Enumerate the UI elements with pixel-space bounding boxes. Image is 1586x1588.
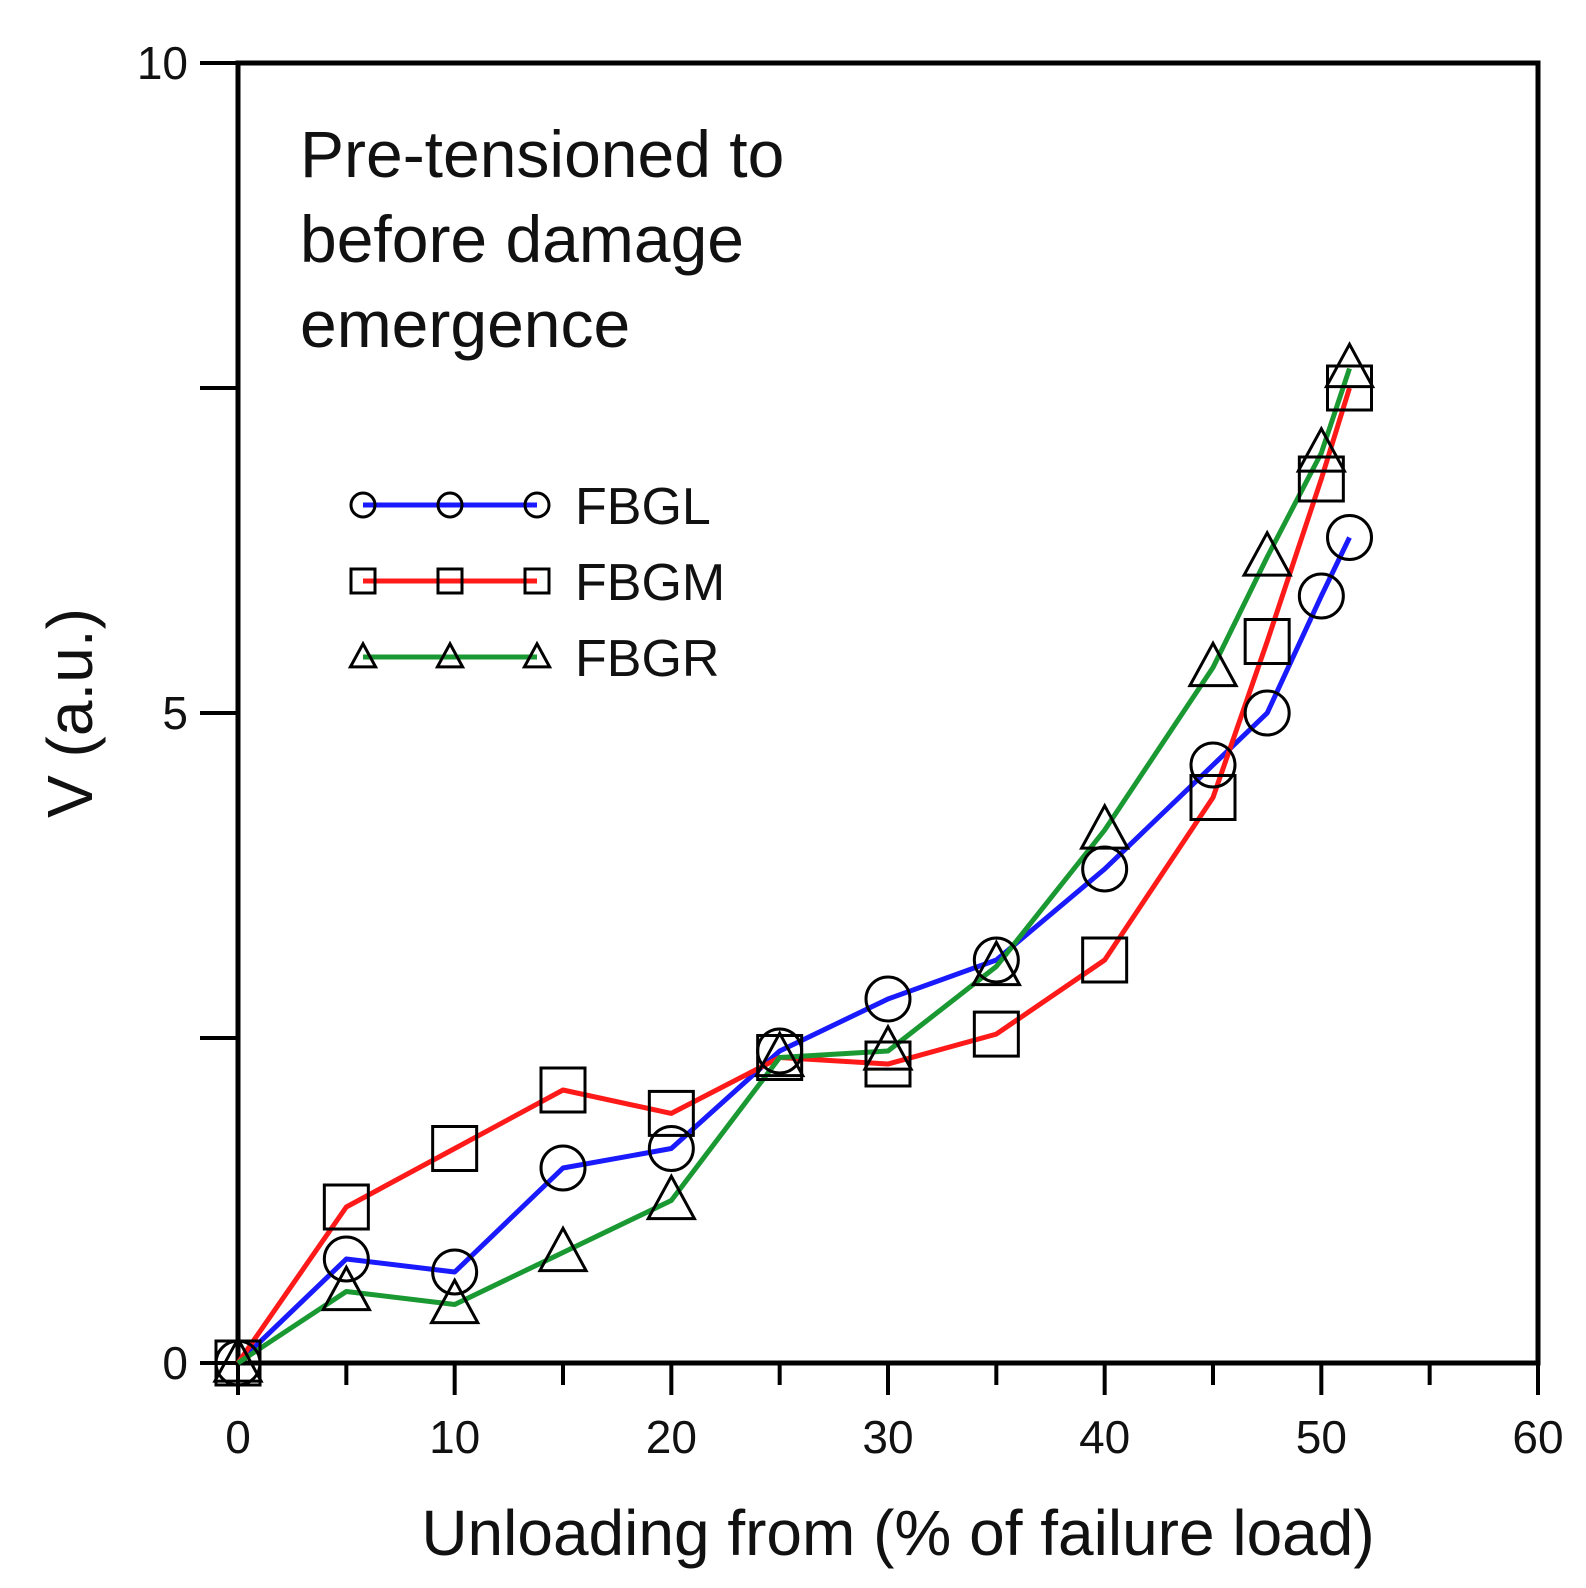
- x-tick-label: 10: [429, 1411, 480, 1463]
- x-tick-label: 0: [225, 1411, 251, 1463]
- data-point-fbgr: [429, 1277, 481, 1325]
- data-point-fbgr: [1323, 341, 1376, 389]
- data-point-fbgr: [645, 1173, 697, 1221]
- annotation-line: before damage: [300, 202, 744, 276]
- y-tick-label: 5: [162, 687, 188, 739]
- x-tick-label: 60: [1512, 1411, 1563, 1463]
- data-point-fbgl: [1326, 514, 1373, 561]
- series-line-fbgm: [235, 387, 1352, 1365]
- data-point-fbgr: [754, 1030, 806, 1078]
- data-point-fbgm: [1297, 455, 1345, 503]
- data-point-fbgl: [972, 936, 1020, 984]
- legend-label-fbgr: FBGR: [575, 630, 719, 688]
- data-point-fbgr: [1241, 529, 1293, 577]
- data-point-fbgr: [320, 1264, 372, 1312]
- data-point-fbgm: [1081, 936, 1129, 984]
- data-point-fbgl: [431, 1248, 479, 1296]
- legend-marker-fbgl: [349, 491, 377, 519]
- data-point-fbgm: [1243, 618, 1291, 665]
- legend-label-fbgm: FBGM: [575, 554, 725, 612]
- data-point-fbgr: [970, 939, 1022, 987]
- data-point-fbgm: [864, 1040, 912, 1088]
- data-point-fbgr: [1295, 425, 1347, 473]
- x-tick-label: 30: [862, 1411, 913, 1463]
- data-point-fbgr: [1187, 640, 1239, 688]
- data-point-fbgl: [864, 975, 912, 1023]
- y-axis-title: V (a.u.): [34, 608, 106, 818]
- legend-marker-fbgm: [349, 567, 377, 595]
- legend-marker-fbgm: [523, 567, 551, 595]
- legend-marker-fbgr: [434, 640, 466, 669]
- data-point-fbgm: [972, 1010, 1020, 1058]
- x-tick-label: 40: [1079, 1411, 1130, 1463]
- series-line-fbgr: [236, 367, 1352, 1366]
- data-point-fbgl: [322, 1235, 370, 1283]
- legend-label-fbgl: FBGL: [575, 478, 711, 536]
- data-point-fbgr: [537, 1225, 589, 1273]
- data-point-fbgr: [212, 1335, 264, 1383]
- data-point-fbgm: [647, 1089, 695, 1137]
- x-tick-label: 50: [1296, 1411, 1347, 1463]
- data-point-fbgm: [539, 1066, 587, 1114]
- data-point-fbgm: [1189, 774, 1237, 821]
- x-tick-label: 20: [646, 1411, 697, 1463]
- legend-marker-fbgl: [523, 491, 551, 519]
- legend-marker-fbgr: [521, 640, 553, 669]
- data-point-fbgl: [1189, 741, 1237, 789]
- annotation-line: emergence: [300, 287, 630, 361]
- data-point-fbgm: [431, 1125, 479, 1172]
- data-point-fbgm: [322, 1183, 370, 1231]
- data-point-fbgr: [1079, 802, 1131, 850]
- x-axis-title: Unloading from (% of failure load): [421, 1497, 1374, 1569]
- data-point-fbgl: [539, 1144, 587, 1192]
- data-point-fbgl: [1297, 572, 1345, 620]
- y-tick-label: 10: [137, 37, 188, 89]
- legend-marker-fbgl: [436, 491, 464, 519]
- data-point-fbgl: [1243, 689, 1291, 737]
- data-point-fbgl: [647, 1125, 695, 1172]
- legend-marker-fbgm: [436, 567, 464, 595]
- data-point-fbgr: [862, 1023, 914, 1071]
- legend-marker-fbgr: [347, 640, 379, 669]
- annotation-line: Pre-tensioned to: [300, 117, 784, 191]
- y-tick-label: 0: [162, 1337, 188, 1389]
- series-line-fbgl: [236, 536, 1352, 1365]
